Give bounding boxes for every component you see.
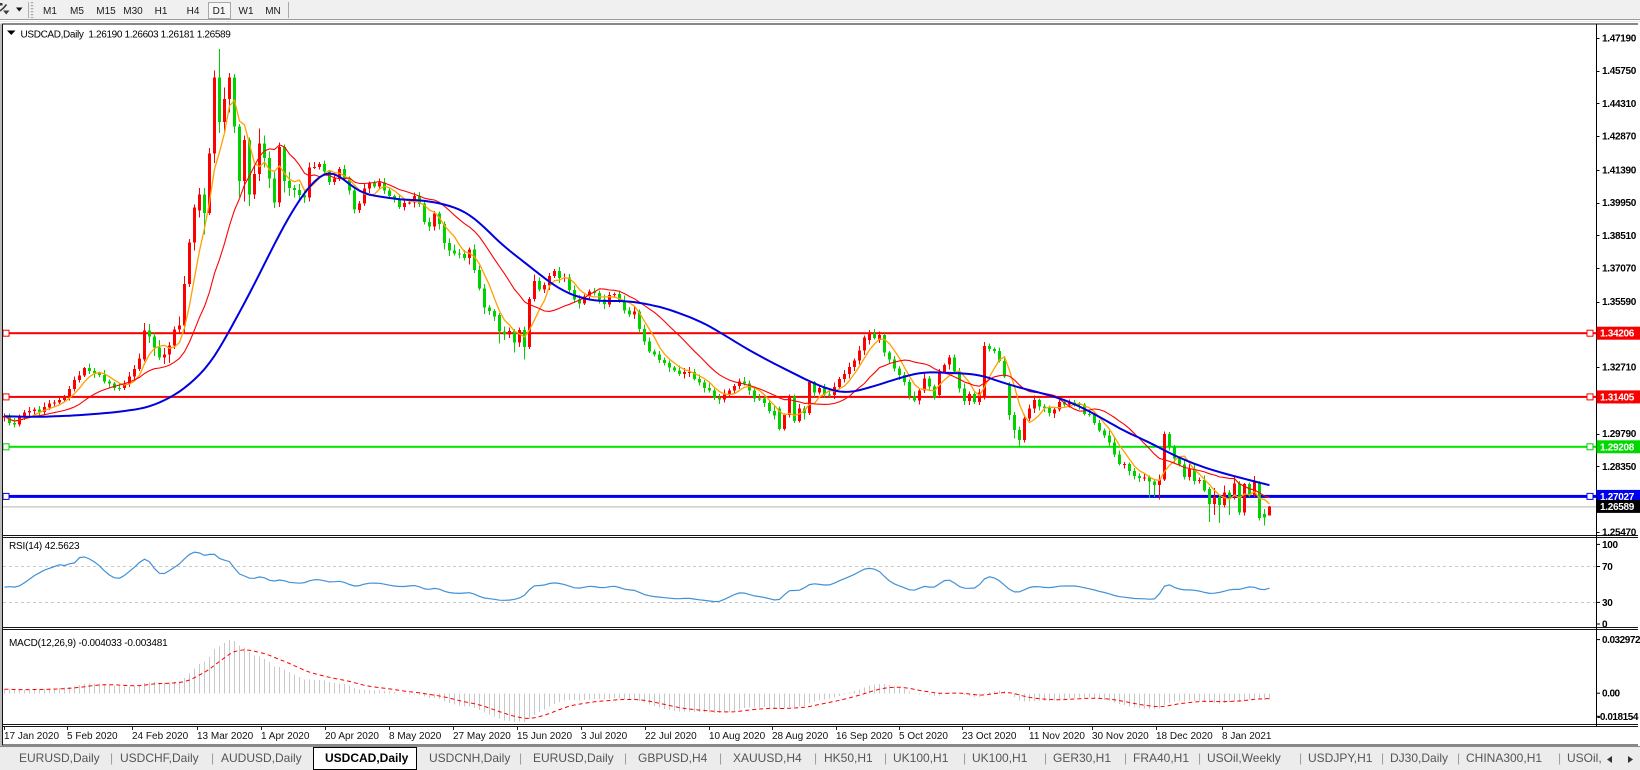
svg-text:16 Sep 2020: 16 Sep 2020 xyxy=(836,731,893,742)
svg-text:8 Jan 2021: 8 Jan 2021 xyxy=(1222,731,1272,742)
svg-text:|: | xyxy=(1381,751,1384,765)
svg-text:1.41390: 1.41390 xyxy=(1602,165,1637,176)
svg-text:HK50,H1: HK50,H1 xyxy=(824,751,873,765)
svg-text:UK100,H1: UK100,H1 xyxy=(893,751,949,765)
svg-text:28 Aug 2020: 28 Aug 2020 xyxy=(772,731,829,742)
svg-text:|: | xyxy=(1124,751,1127,765)
svg-text:0: 0 xyxy=(1602,620,1608,631)
svg-text:-0.018154: -0.018154 xyxy=(1597,712,1639,723)
svg-text:|: | xyxy=(110,751,113,765)
svg-text:M1: M1 xyxy=(43,6,57,17)
svg-text:W1: W1 xyxy=(239,6,254,17)
svg-text:5 Feb 2020: 5 Feb 2020 xyxy=(67,731,118,742)
svg-text:0.032972: 0.032972 xyxy=(1602,635,1640,646)
svg-text:D1: D1 xyxy=(213,6,226,17)
svg-text:1.25470: 1.25470 xyxy=(1602,527,1637,538)
svg-text:|: | xyxy=(719,751,722,765)
svg-text:27 May 2020: 27 May 2020 xyxy=(453,731,511,742)
svg-text:0.00: 0.00 xyxy=(1602,689,1621,700)
svg-text:RSI(14) 42.5623: RSI(14) 42.5623 xyxy=(9,541,80,552)
svg-text:|: | xyxy=(519,751,522,765)
svg-text:1.34206: 1.34206 xyxy=(1600,329,1635,340)
svg-text:11 Nov 2020: 11 Nov 2020 xyxy=(1029,731,1085,742)
svg-text:|: | xyxy=(1198,751,1201,765)
svg-text:1.32710: 1.32710 xyxy=(1602,363,1637,374)
svg-text:DJ30,Daily: DJ30,Daily xyxy=(1390,751,1448,765)
svg-text:USOil,Weekly: USOil,Weekly xyxy=(1207,751,1281,765)
svg-text:USDJPY,H1: USDJPY,H1 xyxy=(1308,751,1373,765)
svg-text:15 Jun 2020: 15 Jun 2020 xyxy=(517,731,572,742)
svg-text:USDCHF,Daily: USDCHF,Daily xyxy=(120,751,199,765)
svg-text:1.35590: 1.35590 xyxy=(1602,297,1637,308)
svg-text:100: 100 xyxy=(1602,540,1619,551)
svg-text:1.31405: 1.31405 xyxy=(1600,392,1635,403)
svg-text:|: | xyxy=(1044,751,1047,765)
svg-text:MACD(12,26,9) -0.004033 -0.003: MACD(12,26,9) -0.004033 -0.003481 xyxy=(9,638,168,649)
svg-text:1.39950: 1.39950 xyxy=(1602,198,1637,209)
svg-text:M5: M5 xyxy=(70,6,84,17)
svg-text:|: | xyxy=(814,751,817,765)
svg-text:|: | xyxy=(1457,751,1460,765)
svg-text:|: | xyxy=(884,751,887,765)
svg-text:MN: MN xyxy=(265,6,281,17)
svg-text:CHINA300,H1: CHINA300,H1 xyxy=(1466,751,1542,765)
svg-text:EURUSD,Daily: EURUSD,Daily xyxy=(19,751,100,765)
svg-text:1 Apr 2020: 1 Apr 2020 xyxy=(261,731,310,742)
svg-text:1.28350: 1.28350 xyxy=(1602,462,1637,473)
svg-text:USDCAD,Daily: USDCAD,Daily xyxy=(325,751,409,765)
svg-text:1.29208: 1.29208 xyxy=(1600,442,1635,453)
svg-text:1.29790: 1.29790 xyxy=(1602,429,1637,440)
svg-text:3 Jul 2020: 3 Jul 2020 xyxy=(581,731,628,742)
svg-text:1.26589: 1.26589 xyxy=(1600,502,1635,513)
svg-text:30 Nov 2020: 30 Nov 2020 xyxy=(1092,731,1149,742)
svg-text:13 Mar 2020: 13 Mar 2020 xyxy=(197,731,254,742)
svg-text:5 Oct 2020: 5 Oct 2020 xyxy=(899,731,948,742)
svg-text:|: | xyxy=(963,751,966,765)
svg-text:AUDUSD,Daily: AUDUSD,Daily xyxy=(221,751,302,765)
svg-text:24 Feb 2020: 24 Feb 2020 xyxy=(132,731,189,742)
svg-text:17 Jan 2020: 17 Jan 2020 xyxy=(4,731,59,742)
svg-text:|: | xyxy=(211,751,214,765)
svg-text:H4: H4 xyxy=(187,6,200,17)
svg-text:UK100,H1: UK100,H1 xyxy=(972,751,1028,765)
svg-text:M15: M15 xyxy=(96,6,116,17)
svg-text:23 Oct 2020: 23 Oct 2020 xyxy=(962,731,1017,742)
svg-text:|: | xyxy=(1299,751,1302,765)
svg-text:20 Apr 2020: 20 Apr 2020 xyxy=(325,731,379,742)
svg-text:USDCNH,Daily: USDCNH,Daily xyxy=(429,751,510,765)
svg-text:1.45750: 1.45750 xyxy=(1602,66,1637,77)
svg-text:|: | xyxy=(1558,751,1561,765)
svg-text:GBPUSD,H4: GBPUSD,H4 xyxy=(638,751,708,765)
svg-text:1.44310: 1.44310 xyxy=(1602,99,1637,110)
svg-text:1.27027: 1.27027 xyxy=(1600,492,1635,503)
svg-text:10 Aug 2020: 10 Aug 2020 xyxy=(709,731,766,742)
svg-text:30: 30 xyxy=(1602,598,1613,609)
svg-text:|: | xyxy=(624,751,627,765)
svg-text:18 Dec 2020: 18 Dec 2020 xyxy=(1156,731,1213,742)
svg-text:1.37070: 1.37070 xyxy=(1602,264,1637,275)
svg-text:1.47190: 1.47190 xyxy=(1602,33,1637,44)
svg-text:FRA40,H1: FRA40,H1 xyxy=(1133,751,1189,765)
svg-text:H1: H1 xyxy=(155,6,168,17)
svg-text:USDCAD,Daily 1.26190 1.26603: USDCAD,Daily 1.26190 1.26603 1.26181 1.2… xyxy=(21,30,232,41)
svg-text:EURUSD,Daily: EURUSD,Daily xyxy=(533,751,614,765)
svg-text:1.42870: 1.42870 xyxy=(1602,132,1637,143)
svg-text:M30: M30 xyxy=(123,6,143,17)
svg-text:8 May 2020: 8 May 2020 xyxy=(389,731,442,742)
svg-text:70: 70 xyxy=(1602,562,1613,573)
svg-text:22 Jul 2020: 22 Jul 2020 xyxy=(645,731,697,742)
svg-text:GER30,H1: GER30,H1 xyxy=(1053,751,1111,765)
svg-text:USOil,: USOil, xyxy=(1567,751,1602,765)
svg-text:1.38510: 1.38510 xyxy=(1602,231,1637,242)
svg-text:XAUUSD,H4: XAUUSD,H4 xyxy=(733,751,802,765)
